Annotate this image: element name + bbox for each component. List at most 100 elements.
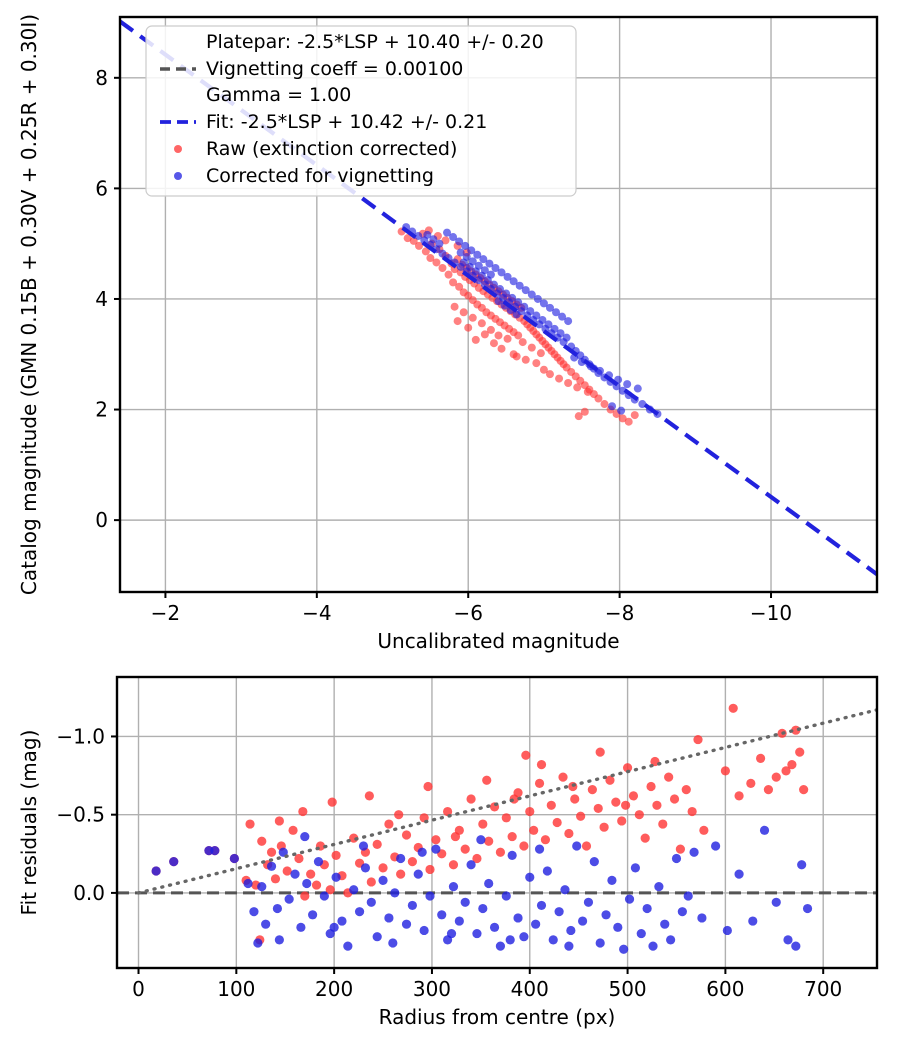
data-point	[509, 277, 518, 286]
data-point	[467, 246, 476, 255]
data-point	[419, 925, 429, 936]
data-point	[450, 302, 459, 311]
series-raw	[151, 703, 809, 945]
data-point	[421, 247, 430, 256]
data-point	[711, 841, 721, 851]
data-point	[489, 922, 500, 932]
data-point	[443, 228, 452, 237]
data-point	[658, 819, 668, 829]
data-point	[521, 750, 531, 760]
data-point	[270, 874, 281, 884]
data-point	[759, 825, 770, 835]
data-point	[562, 333, 571, 342]
data-point	[476, 835, 486, 845]
data-point	[669, 794, 680, 804]
xtick-label: −2	[151, 601, 180, 625]
xtick-label: 600	[706, 977, 744, 1001]
data-point	[520, 302, 529, 311]
legend-label: Corrected for vignetting	[206, 165, 434, 187]
data-point	[536, 900, 547, 911]
data-point	[274, 935, 284, 945]
data-point	[512, 352, 521, 361]
data-point	[600, 400, 609, 409]
data-point	[619, 944, 629, 954]
data-point	[675, 844, 686, 854]
data-point	[532, 359, 541, 368]
series-corrected	[151, 825, 813, 954]
data-point	[689, 847, 699, 857]
data-point	[699, 825, 709, 835]
data-point	[515, 281, 524, 290]
data-point	[564, 828, 574, 839]
data-point	[572, 841, 582, 851]
data-point	[720, 766, 730, 776]
xtick-label: 500	[608, 977, 646, 1001]
data-point	[519, 841, 529, 851]
data-point	[327, 797, 337, 807]
data-point	[624, 417, 633, 426]
data-point	[507, 850, 517, 860]
data-point	[479, 255, 488, 264]
data-point	[497, 268, 506, 277]
data-point	[484, 836, 494, 846]
data-point	[311, 880, 322, 890]
data-point	[802, 903, 813, 914]
data-point	[337, 916, 347, 926]
data-point	[628, 791, 639, 801]
data-point	[513, 913, 523, 923]
data-point	[494, 331, 503, 340]
data-point	[472, 853, 482, 864]
data-point	[593, 803, 603, 814]
data-point	[622, 763, 633, 773]
ytick-label: 0.0	[73, 881, 105, 905]
legend: Platepar: -2.5*LSP + 10.40 +/- 0.20 Vigne…	[145, 25, 577, 197]
data-point	[450, 265, 459, 274]
data-point	[460, 844, 470, 854]
data-point	[278, 847, 288, 857]
data-point	[495, 941, 506, 951]
y-axis-label: Catalog magnitude (GMN 0.15B + 0.30V + 0…	[17, 14, 41, 595]
data-point	[364, 791, 374, 801]
data-point	[455, 237, 464, 246]
data-point	[507, 831, 517, 842]
data-point	[542, 866, 552, 876]
data-point	[573, 383, 582, 392]
data-point	[343, 941, 353, 951]
data-point	[681, 785, 691, 795]
data-point	[687, 806, 697, 817]
data-point	[595, 747, 605, 757]
data-point	[253, 938, 263, 948]
data-point	[617, 406, 626, 415]
data-point	[274, 816, 284, 826]
data-point	[417, 847, 427, 857]
data-point	[257, 882, 267, 892]
data-point	[799, 785, 809, 795]
data-point	[459, 308, 468, 317]
data-point	[564, 317, 573, 326]
data-point	[378, 875, 388, 885]
data-point	[266, 847, 277, 857]
data-point	[466, 794, 476, 804]
data-point	[448, 860, 459, 870]
data-point	[671, 853, 682, 864]
data-point	[446, 928, 457, 939]
data-point	[308, 910, 318, 920]
data-point	[746, 778, 756, 788]
data-point	[734, 869, 744, 879]
data-point	[272, 903, 283, 914]
data-point	[548, 935, 558, 945]
data-point	[539, 365, 548, 374]
ytick-label: −1.0	[56, 724, 105, 748]
data-point	[501, 813, 511, 823]
data-point	[550, 324, 559, 333]
data-point	[468, 313, 477, 322]
data-point	[471, 335, 480, 344]
data-point	[496, 285, 505, 294]
axes-spines-photometric-calibration	[118, 15, 879, 594]
data-point	[728, 703, 738, 713]
data-point	[425, 891, 435, 901]
data-point	[210, 846, 220, 856]
data-point	[455, 282, 464, 291]
data-point	[257, 836, 267, 846]
data-point	[545, 303, 554, 312]
